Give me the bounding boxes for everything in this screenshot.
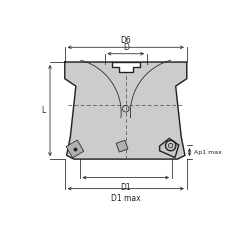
Text: D: D: [123, 42, 129, 52]
Polygon shape: [160, 138, 179, 158]
Text: Ap1 max: Ap1 max: [194, 150, 222, 155]
Polygon shape: [66, 140, 84, 158]
Text: D1: D1: [120, 183, 131, 192]
Text: D1 max: D1 max: [111, 194, 141, 203]
Polygon shape: [65, 62, 187, 159]
Text: L: L: [42, 106, 46, 115]
Text: D6: D6: [120, 36, 131, 45]
Polygon shape: [112, 62, 140, 72]
Polygon shape: [116, 140, 128, 152]
